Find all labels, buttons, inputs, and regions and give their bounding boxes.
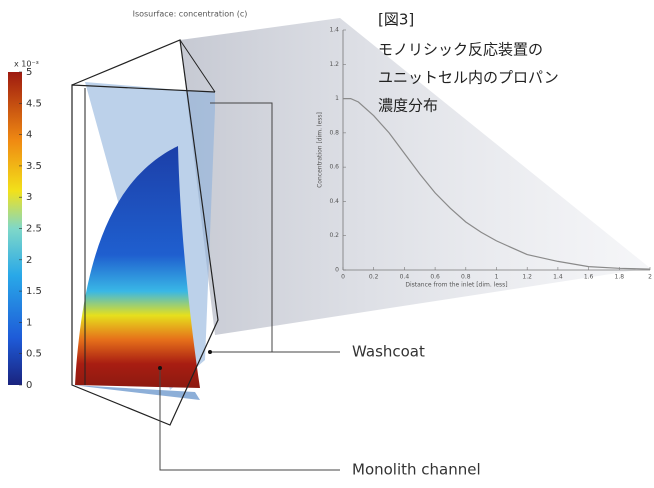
x-tick-label: 1.4: [553, 274, 563, 281]
y-tick-label: 0.2: [329, 232, 339, 239]
colorbar-tick-label: 2: [26, 255, 32, 266]
y-tick-label: 0.6: [329, 164, 339, 171]
colorbar-tick-label: 4: [26, 130, 32, 141]
colorbar-tick-label: 0.5: [26, 349, 42, 360]
y-tick-label: 1.2: [329, 61, 339, 68]
caption: ユニットセル内のプロパン: [378, 69, 559, 87]
x-tick-label: 0.2: [369, 274, 379, 281]
x-tick-label: 1.6: [584, 274, 594, 281]
y-tick-label: 0: [335, 267, 339, 274]
chart-title: Isosurface: concentration (c): [133, 10, 248, 19]
x-tick-label: 1.2: [522, 274, 532, 281]
colorbar-tick-label: 3.5: [26, 161, 42, 172]
colorbar-tick-label: 0: [26, 380, 32, 391]
x-tick-label: 0.6: [430, 274, 440, 281]
x-tick-label: 0.8: [461, 274, 471, 281]
callout: Washcoat: [352, 343, 425, 361]
y-axis-title: Concentration [dim. less]: [317, 112, 324, 188]
colorbar-tick-label: 1.5: [26, 286, 42, 297]
colorbar-tick-label: 5: [26, 67, 32, 78]
y-tick-label: 1.4: [329, 27, 339, 34]
colorbar-tick-label: 4.5: [26, 98, 42, 109]
colorbar-scale: x 10⁻³: [14, 60, 39, 69]
colorbar-tick-label: 2.5: [26, 224, 42, 235]
x-axis-title: Distance from the inlet [dim. less]: [405, 282, 507, 289]
y-tick-label: 0.4: [329, 198, 339, 205]
y-tick-label: 1: [335, 95, 339, 102]
x-tick-label: 1.8: [615, 274, 625, 281]
colorbar-tick-label: 1: [26, 317, 32, 328]
x-tick-label: 0: [341, 274, 345, 281]
x-tick-label: 0.4: [400, 274, 410, 281]
caption: 濃度分布: [378, 97, 438, 115]
figure: Washcoat Monolith channel [図3] モノリシック反応装…: [0, 0, 654, 484]
x-tick-label: 2: [648, 274, 652, 281]
y-tick-label: 0.8: [329, 129, 339, 136]
x-tick-label: 1: [495, 274, 499, 281]
illustration: [72, 18, 650, 470]
caption: モノリシック反応装置の: [378, 41, 543, 59]
caption: [図3]: [378, 11, 414, 29]
colorbar-tick-label: 3: [26, 192, 32, 203]
callout: Monolith channel: [352, 461, 481, 479]
